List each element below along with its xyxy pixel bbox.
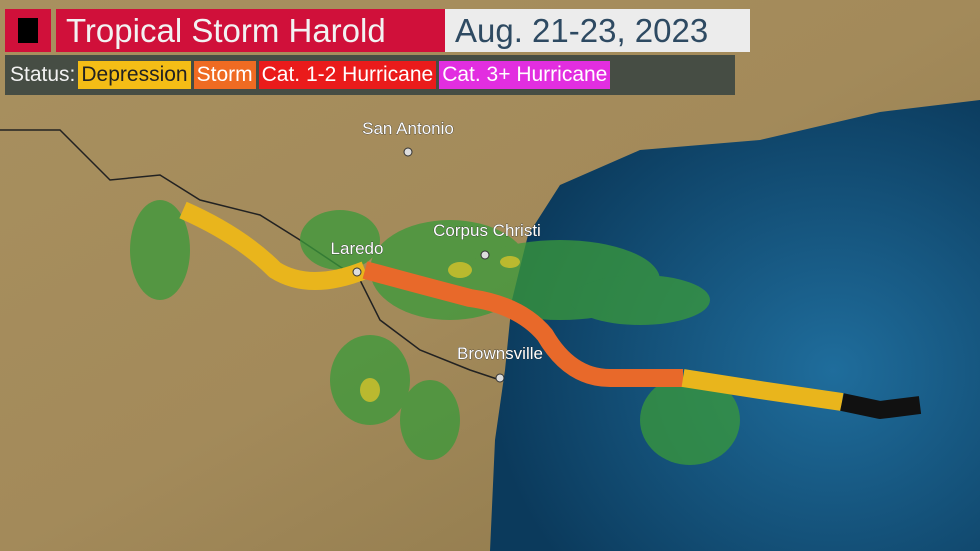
storm-title: Tropical Storm Harold <box>56 9 445 52</box>
legend-storm: Storm <box>193 61 256 89</box>
city-markers: San Antonio Laredo Corpus Christi Browns… <box>330 119 543 383</box>
city-label-brownsville: Brownsville <box>457 344 543 363</box>
legend-label: Status: <box>10 63 76 86</box>
track-depression-segment <box>179 201 369 290</box>
gulf-of-mexico <box>490 100 980 551</box>
city-label-san-antonio: San Antonio <box>362 119 454 138</box>
radar-heavy-rain <box>360 256 520 402</box>
city-label-laredo: Laredo <box>331 239 384 258</box>
black-square-icon <box>18 18 38 43</box>
legend-cat-3-plus: Cat. 3+ Hurricane <box>439 61 611 89</box>
legend-depression: Depression <box>78 61 191 89</box>
track-remnant-segment <box>840 393 922 419</box>
track-storm-segment <box>362 261 683 387</box>
city-dot-laredo <box>352 267 362 277</box>
storm-track <box>179 201 922 419</box>
date-range: Aug. 21-23, 2023 <box>445 9 750 52</box>
legend-cat-1-2: Cat. 1-2 Hurricane <box>258 61 437 89</box>
track-depression-segment-2 <box>681 369 844 411</box>
city-label-corpus-christi: Corpus Christi <box>433 221 541 240</box>
city-dot-san-antonio <box>403 147 413 157</box>
status-legend: Status: Depression Storm Cat. 1-2 Hurric… <box>5 55 735 95</box>
storm-status-icon <box>5 9 51 52</box>
city-dot-brownsville <box>495 373 505 383</box>
city-dot-corpus-christi <box>480 250 490 260</box>
